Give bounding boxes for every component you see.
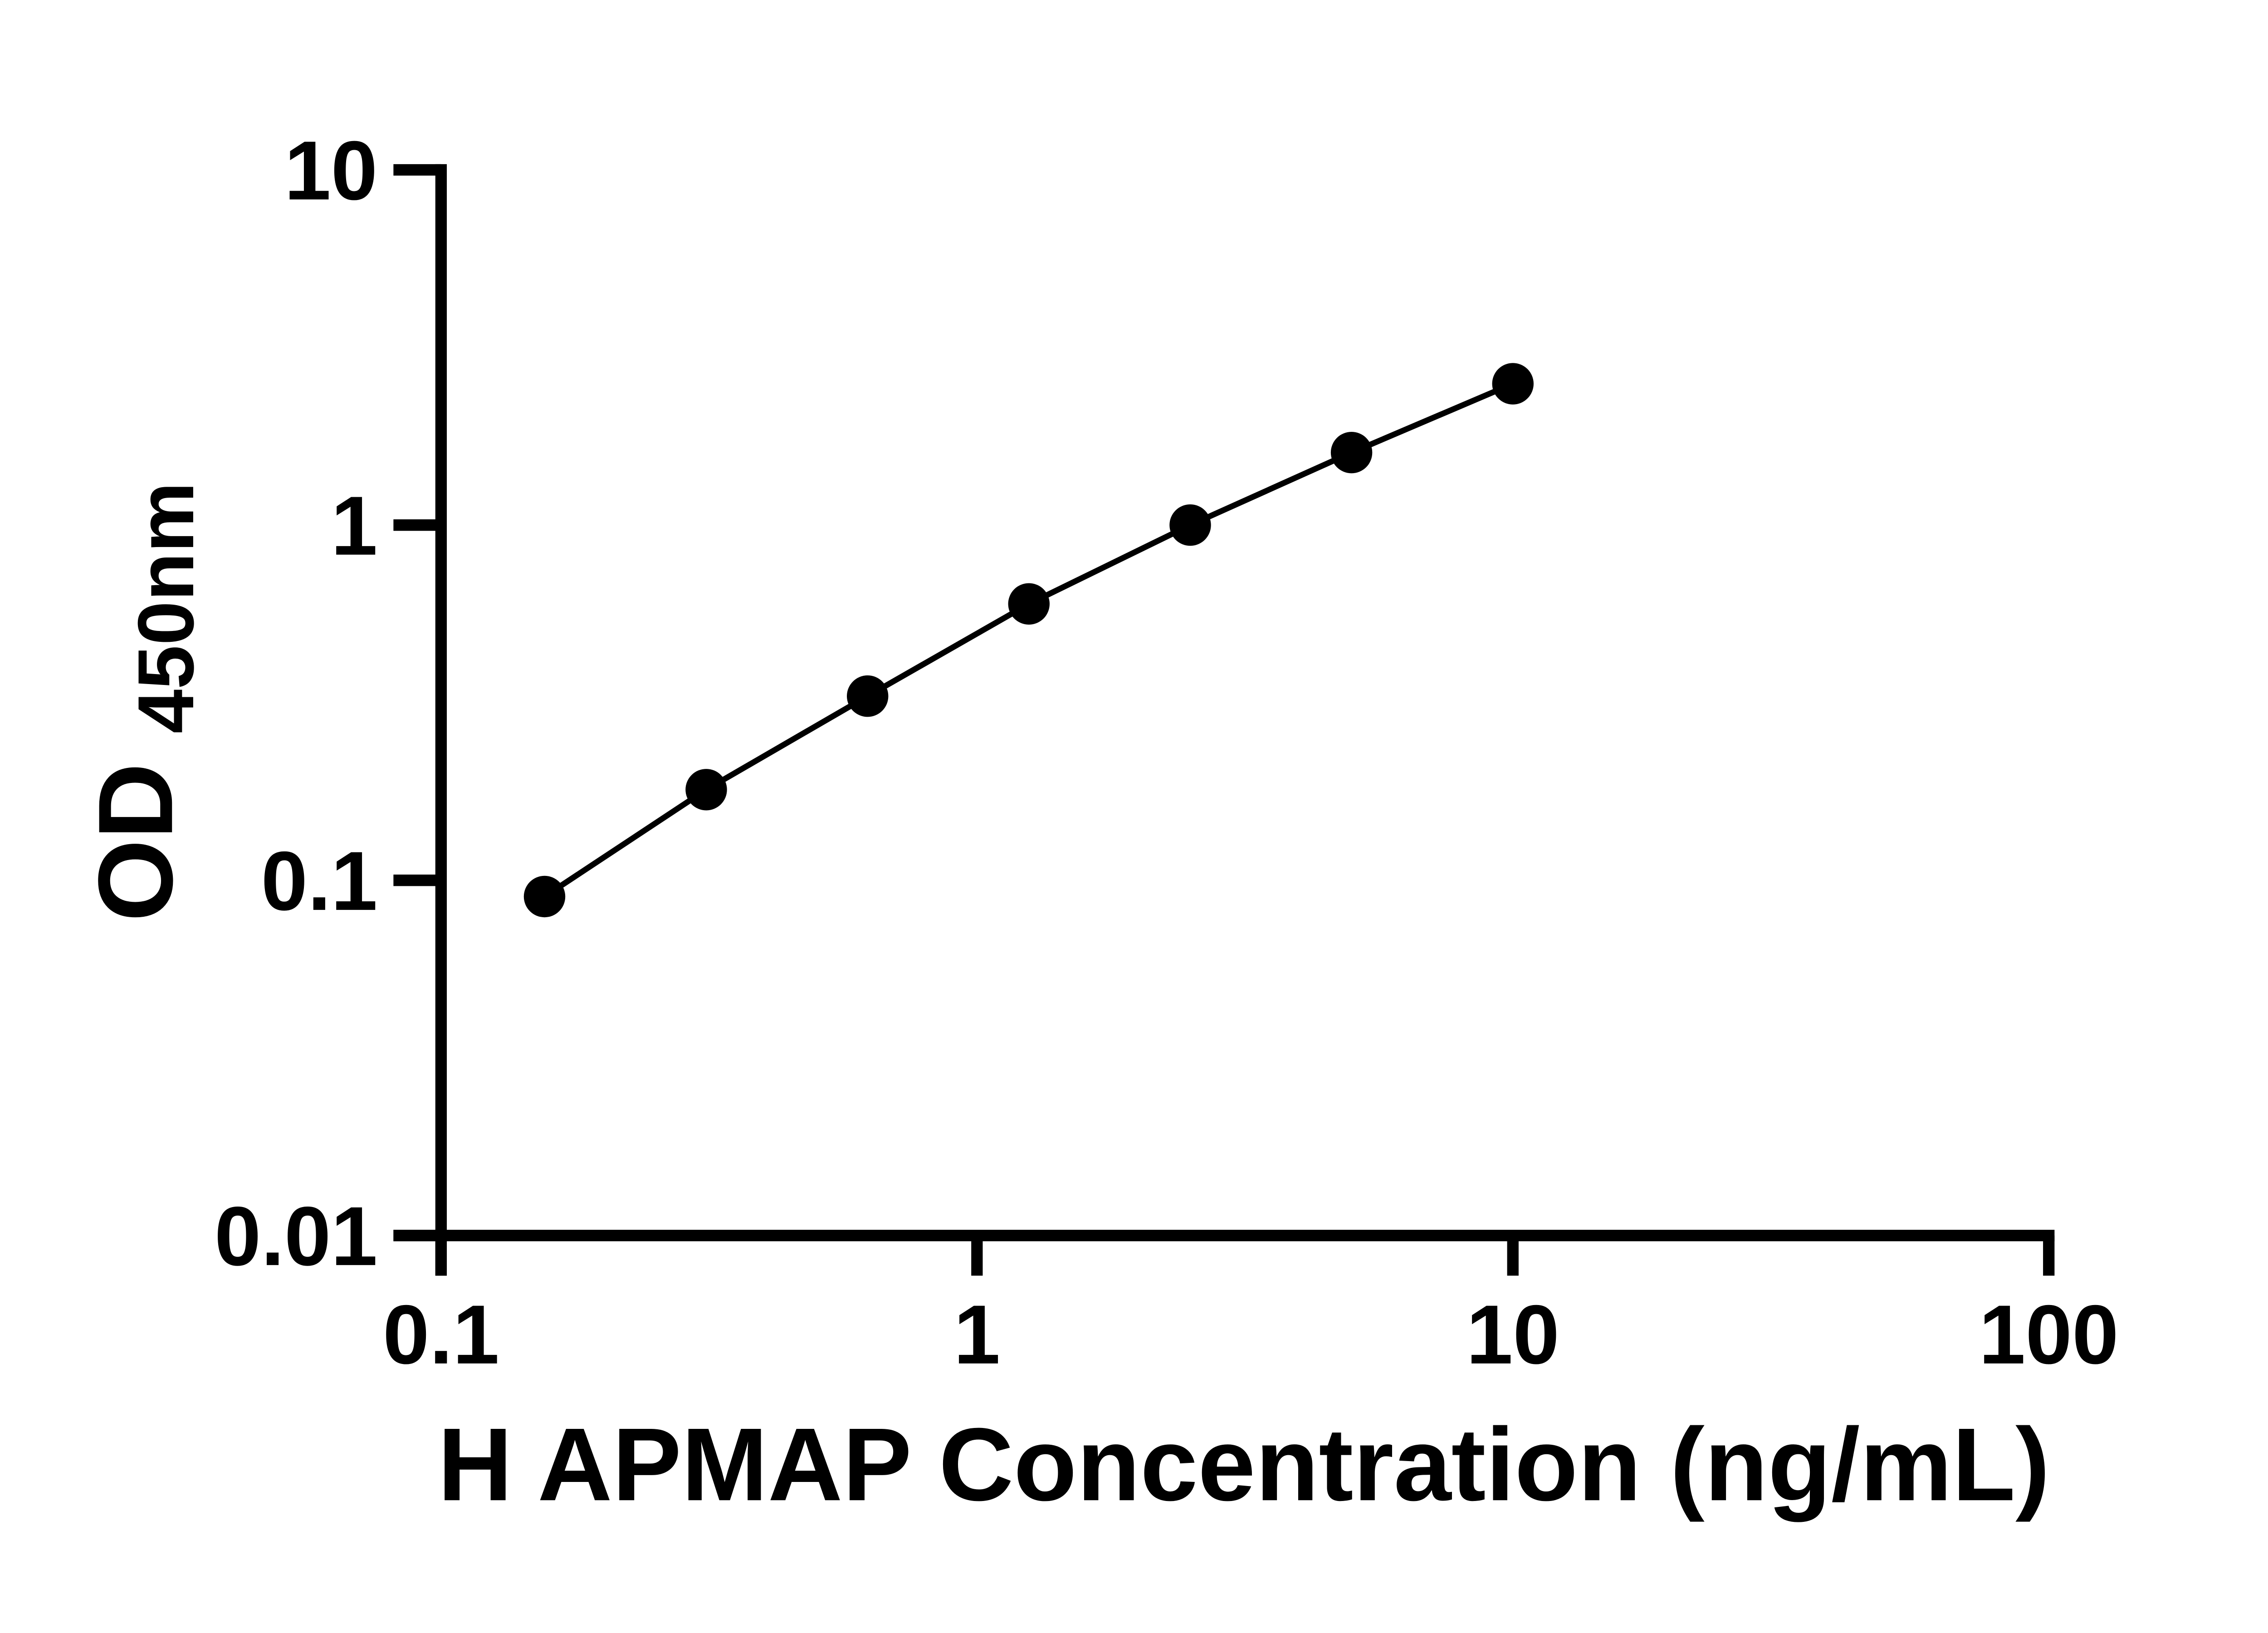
x-tick-label: 0.1 bbox=[383, 1288, 499, 1382]
x-axis-ticks bbox=[435, 1235, 2055, 1276]
chart-background bbox=[0, 22, 2268, 1611]
x-tick-label: 100 bbox=[1979, 1288, 2119, 1382]
y-tick-label: 0.1 bbox=[261, 835, 378, 928]
data-point bbox=[523, 875, 566, 918]
x-axis-title: H APMAP Concentration (ng/mL) bbox=[438, 1407, 2050, 1522]
y-axis: 0.01 0.1 1 10 OD 450nm bbox=[77, 124, 447, 1283]
data-series bbox=[523, 363, 1534, 918]
y-axis-title-subscript: 450nm bbox=[122, 482, 210, 733]
y-tick-label: 1 bbox=[331, 479, 378, 573]
data-point bbox=[846, 675, 889, 717]
data-point bbox=[1330, 431, 1373, 474]
x-axis-tick-labels: 0.1 1 10 100 bbox=[383, 1288, 2119, 1382]
x-axis: 0.1 1 10 100 H APMAP Concentration (ng/mL) bbox=[383, 1230, 2119, 1522]
data-point bbox=[685, 769, 727, 811]
y-axis-tick-labels: 0.01 0.1 1 10 bbox=[215, 124, 378, 1283]
y-tick-label: 0.01 bbox=[215, 1190, 378, 1283]
x-tick-label: 10 bbox=[1466, 1288, 1560, 1382]
data-point bbox=[1492, 363, 1534, 405]
x-tick-label: 1 bbox=[953, 1288, 1000, 1382]
data-point bbox=[1169, 504, 1211, 546]
data-point bbox=[1008, 583, 1050, 625]
y-axis-title-main: OD bbox=[77, 763, 195, 922]
y-tick-label: 10 bbox=[284, 124, 378, 218]
y-axis-title: OD 450nm bbox=[77, 482, 210, 921]
